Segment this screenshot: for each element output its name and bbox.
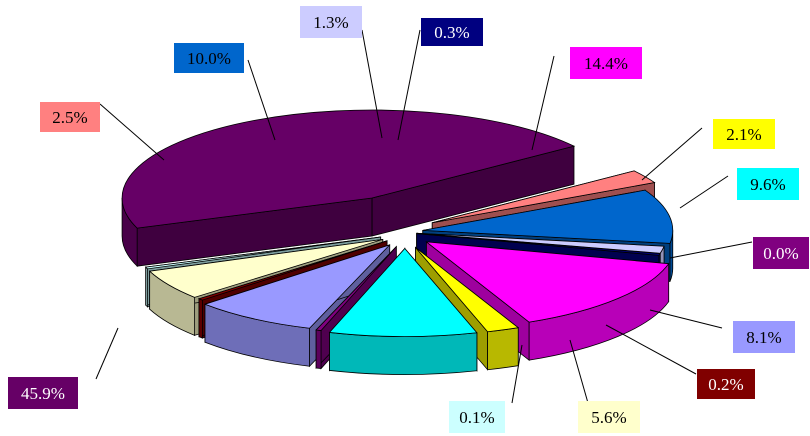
pie-slice-top — [197, 240, 388, 301]
data-label: 2.1% — [641, 119, 775, 181]
data-label: 0.2% — [605, 324, 755, 399]
data-label-box — [421, 18, 483, 46]
data-label-text: 0.1% — [459, 408, 494, 427]
data-label-box — [174, 43, 244, 73]
data-label: 0.1% — [449, 344, 523, 433]
data-label: 9.6% — [679, 168, 799, 209]
leader-line — [531, 55, 555, 151]
pie-slice-top — [416, 233, 661, 256]
leader-line — [95, 327, 119, 380]
data-label-box — [8, 377, 78, 409]
pie-slice-rim — [315, 329, 322, 370]
data-label-box — [570, 47, 642, 79]
leader-line — [361, 29, 383, 139]
pie-slice-top — [203, 244, 390, 329]
data-label-text: 0.3% — [434, 23, 469, 42]
data-label: 1.3% — [300, 6, 383, 139]
leader-line — [669, 241, 753, 259]
pie-slice-top — [148, 239, 383, 298]
leader-line — [511, 344, 523, 404]
data-label-text: 14.4% — [584, 54, 628, 73]
leader-line — [641, 127, 703, 181]
leader-line — [247, 59, 276, 141]
data-label-box — [300, 6, 362, 38]
data-label: 2.5% — [40, 102, 165, 161]
data-label: 5.6% — [569, 339, 640, 433]
pie-slice-top — [415, 247, 520, 333]
data-label-text: 2.1% — [726, 125, 761, 144]
pie-slices — [121, 109, 674, 375]
leader-line — [679, 175, 729, 209]
data-label-box — [449, 401, 505, 433]
data-label-box — [697, 369, 755, 399]
leader-line — [649, 309, 723, 329]
data-label: 8.1% — [649, 309, 795, 353]
leader-line — [605, 324, 697, 375]
pie-slice-top — [121, 109, 576, 229]
data-label-box — [578, 401, 640, 433]
leader-line — [397, 29, 421, 141]
pie-slice-top — [422, 189, 674, 244]
data-label-text: 0.0% — [763, 244, 798, 263]
data-label-text: 1.3% — [313, 13, 348, 32]
data-label-box — [40, 102, 100, 132]
pie-slice-top — [328, 247, 478, 337]
data-label-text: 10.0% — [187, 49, 231, 68]
data-label: 14.4% — [531, 47, 642, 151]
data-label-text: 9.6% — [750, 175, 785, 194]
pie-slice-top — [425, 241, 670, 323]
pie-slice-rim — [329, 331, 478, 375]
data-labels: 45.9% 2.5% 10.0% 1.3% 0.3% 14.4% 2.1% 9.6% 0.0% 8… — [8, 6, 809, 433]
data-label-box — [737, 168, 799, 200]
pie-slice-top — [315, 246, 397, 331]
pie-slice-rim — [198, 298, 203, 339]
data-label: 0.0% — [669, 237, 809, 269]
pie-slice — [121, 109, 576, 268]
leader-line — [99, 103, 165, 161]
pie-slice-rim — [487, 327, 519, 371]
data-label-text: 2.5% — [52, 108, 87, 127]
pie-slice-top — [144, 236, 381, 270]
pie-slice-top — [432, 170, 656, 224]
data-label: 45.9% — [8, 327, 119, 409]
leader-line — [569, 339, 589, 404]
data-label-text: 8.1% — [746, 328, 781, 347]
data-label: 0.3% — [397, 18, 483, 141]
data-label-text: 45.9% — [21, 384, 65, 403]
data-label-text: 0.2% — [708, 375, 743, 394]
pie-slice-rim — [145, 266, 148, 308]
data-label: 10.0% — [174, 43, 276, 141]
data-label-text: 5.6% — [591, 408, 626, 427]
data-label-box — [713, 119, 775, 149]
pie-slice — [328, 247, 478, 375]
data-label-box — [733, 321, 795, 353]
data-label-box — [753, 237, 809, 269]
